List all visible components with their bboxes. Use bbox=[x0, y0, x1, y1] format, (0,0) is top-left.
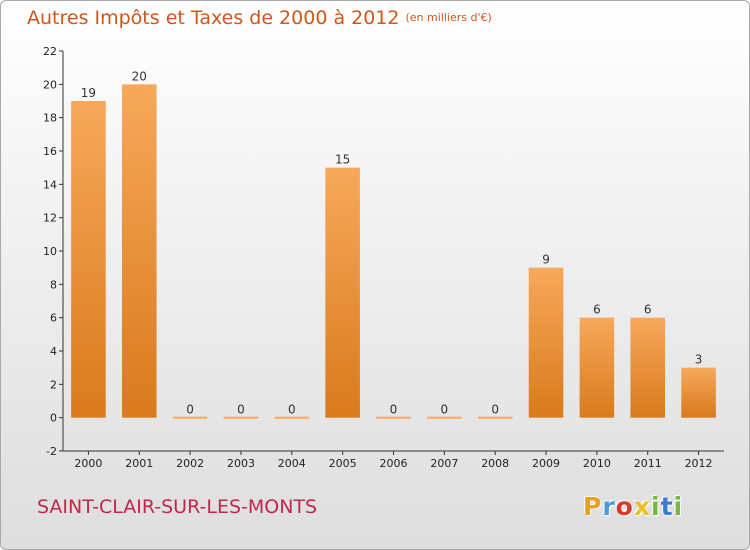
proxiti-logo[interactable]: Proxiti bbox=[583, 492, 683, 521]
x-tick-label: 2007 bbox=[430, 457, 458, 470]
logo-letter: o bbox=[615, 492, 634, 521]
bar-2001 bbox=[121, 84, 157, 418]
x-tick-label: 2001 bbox=[125, 457, 153, 470]
y-tick-label: 20 bbox=[43, 78, 57, 91]
logo-letter: r bbox=[602, 492, 616, 521]
data-label-2007: 0 bbox=[441, 403, 449, 417]
logo-letter: i bbox=[673, 492, 684, 521]
commune-name: SAINT-CLAIR-SUR-LES-MONTS bbox=[37, 496, 318, 518]
data-label-2003: 0 bbox=[237, 403, 245, 417]
data-label-2002: 0 bbox=[186, 403, 194, 417]
data-label-2006: 0 bbox=[390, 403, 398, 417]
data-label-2005: 15 bbox=[335, 153, 350, 167]
bar-2005 bbox=[325, 167, 360, 418]
bar-2006 bbox=[376, 416, 411, 419]
x-tick-label: 2012 bbox=[685, 457, 713, 470]
bar-2009 bbox=[528, 267, 564, 418]
chart-title: Autres Impôts et Taxes de 2000 à 2012 (en… bbox=[27, 7, 492, 29]
y-tick-label: 2 bbox=[50, 378, 57, 391]
bar-2003 bbox=[223, 416, 259, 419]
y-tick-label: -2 bbox=[46, 445, 57, 458]
y-tick-label: 12 bbox=[43, 212, 57, 225]
y-tick-label: 16 bbox=[43, 145, 57, 158]
data-label-2001: 20 bbox=[132, 69, 147, 83]
logo-letter: P bbox=[583, 492, 603, 521]
data-label-2010: 6 bbox=[593, 303, 601, 317]
y-tick-label: 8 bbox=[50, 278, 57, 291]
chart-bars bbox=[71, 84, 716, 419]
y-tick-label: 10 bbox=[43, 245, 57, 258]
y-tick-label: 0 bbox=[50, 412, 57, 425]
bar-2008 bbox=[477, 416, 513, 419]
x-tick-label: 2005 bbox=[329, 457, 357, 470]
y-tick-label: 6 bbox=[50, 312, 57, 325]
bar-2010 bbox=[579, 317, 615, 418]
bar-2012 bbox=[681, 367, 716, 418]
x-tick-label: 2004 bbox=[278, 457, 306, 470]
chart-data-labels: 19 20 0 0 0 15 0 0 0 9 6 6 3 bbox=[81, 69, 703, 416]
data-label-2000: 19 bbox=[81, 86, 96, 100]
y-tick-label: 14 bbox=[43, 178, 57, 191]
x-tick-label: 2009 bbox=[532, 457, 560, 470]
x-tick-label: 2003 bbox=[227, 457, 255, 470]
chart-title-text: Autres Impôts et Taxes de 2000 à 2012 bbox=[27, 7, 400, 29]
data-label-2004: 0 bbox=[288, 403, 296, 417]
data-label-2009: 9 bbox=[542, 253, 550, 267]
x-tick-label: 2010 bbox=[583, 457, 611, 470]
x-tick-label: 2008 bbox=[481, 457, 509, 470]
bar-2004 bbox=[274, 416, 310, 419]
chart-unit: (en milliers d'€) bbox=[405, 11, 492, 24]
y-tick-label: 18 bbox=[43, 112, 57, 125]
x-tick-label: 2011 bbox=[634, 457, 662, 470]
data-label-2011: 6 bbox=[644, 303, 652, 317]
bar-2002 bbox=[172, 416, 208, 419]
x-tick-label: 2006 bbox=[380, 457, 408, 470]
y-tick-label: 4 bbox=[50, 345, 57, 358]
logo-letter: x bbox=[633, 492, 651, 521]
data-label-2008: 0 bbox=[491, 403, 499, 417]
data-label-2012: 3 bbox=[695, 353, 703, 367]
x-tick-label: 2000 bbox=[74, 457, 102, 470]
bar-2007 bbox=[427, 416, 462, 419]
y-tick-label: 22 bbox=[43, 45, 57, 58]
logo-letter: t bbox=[660, 492, 674, 521]
logo-letter: i bbox=[651, 492, 661, 521]
bar-2000 bbox=[71, 101, 106, 418]
bar-2011 bbox=[630, 317, 666, 418]
x-tick-label: 2002 bbox=[176, 457, 204, 470]
